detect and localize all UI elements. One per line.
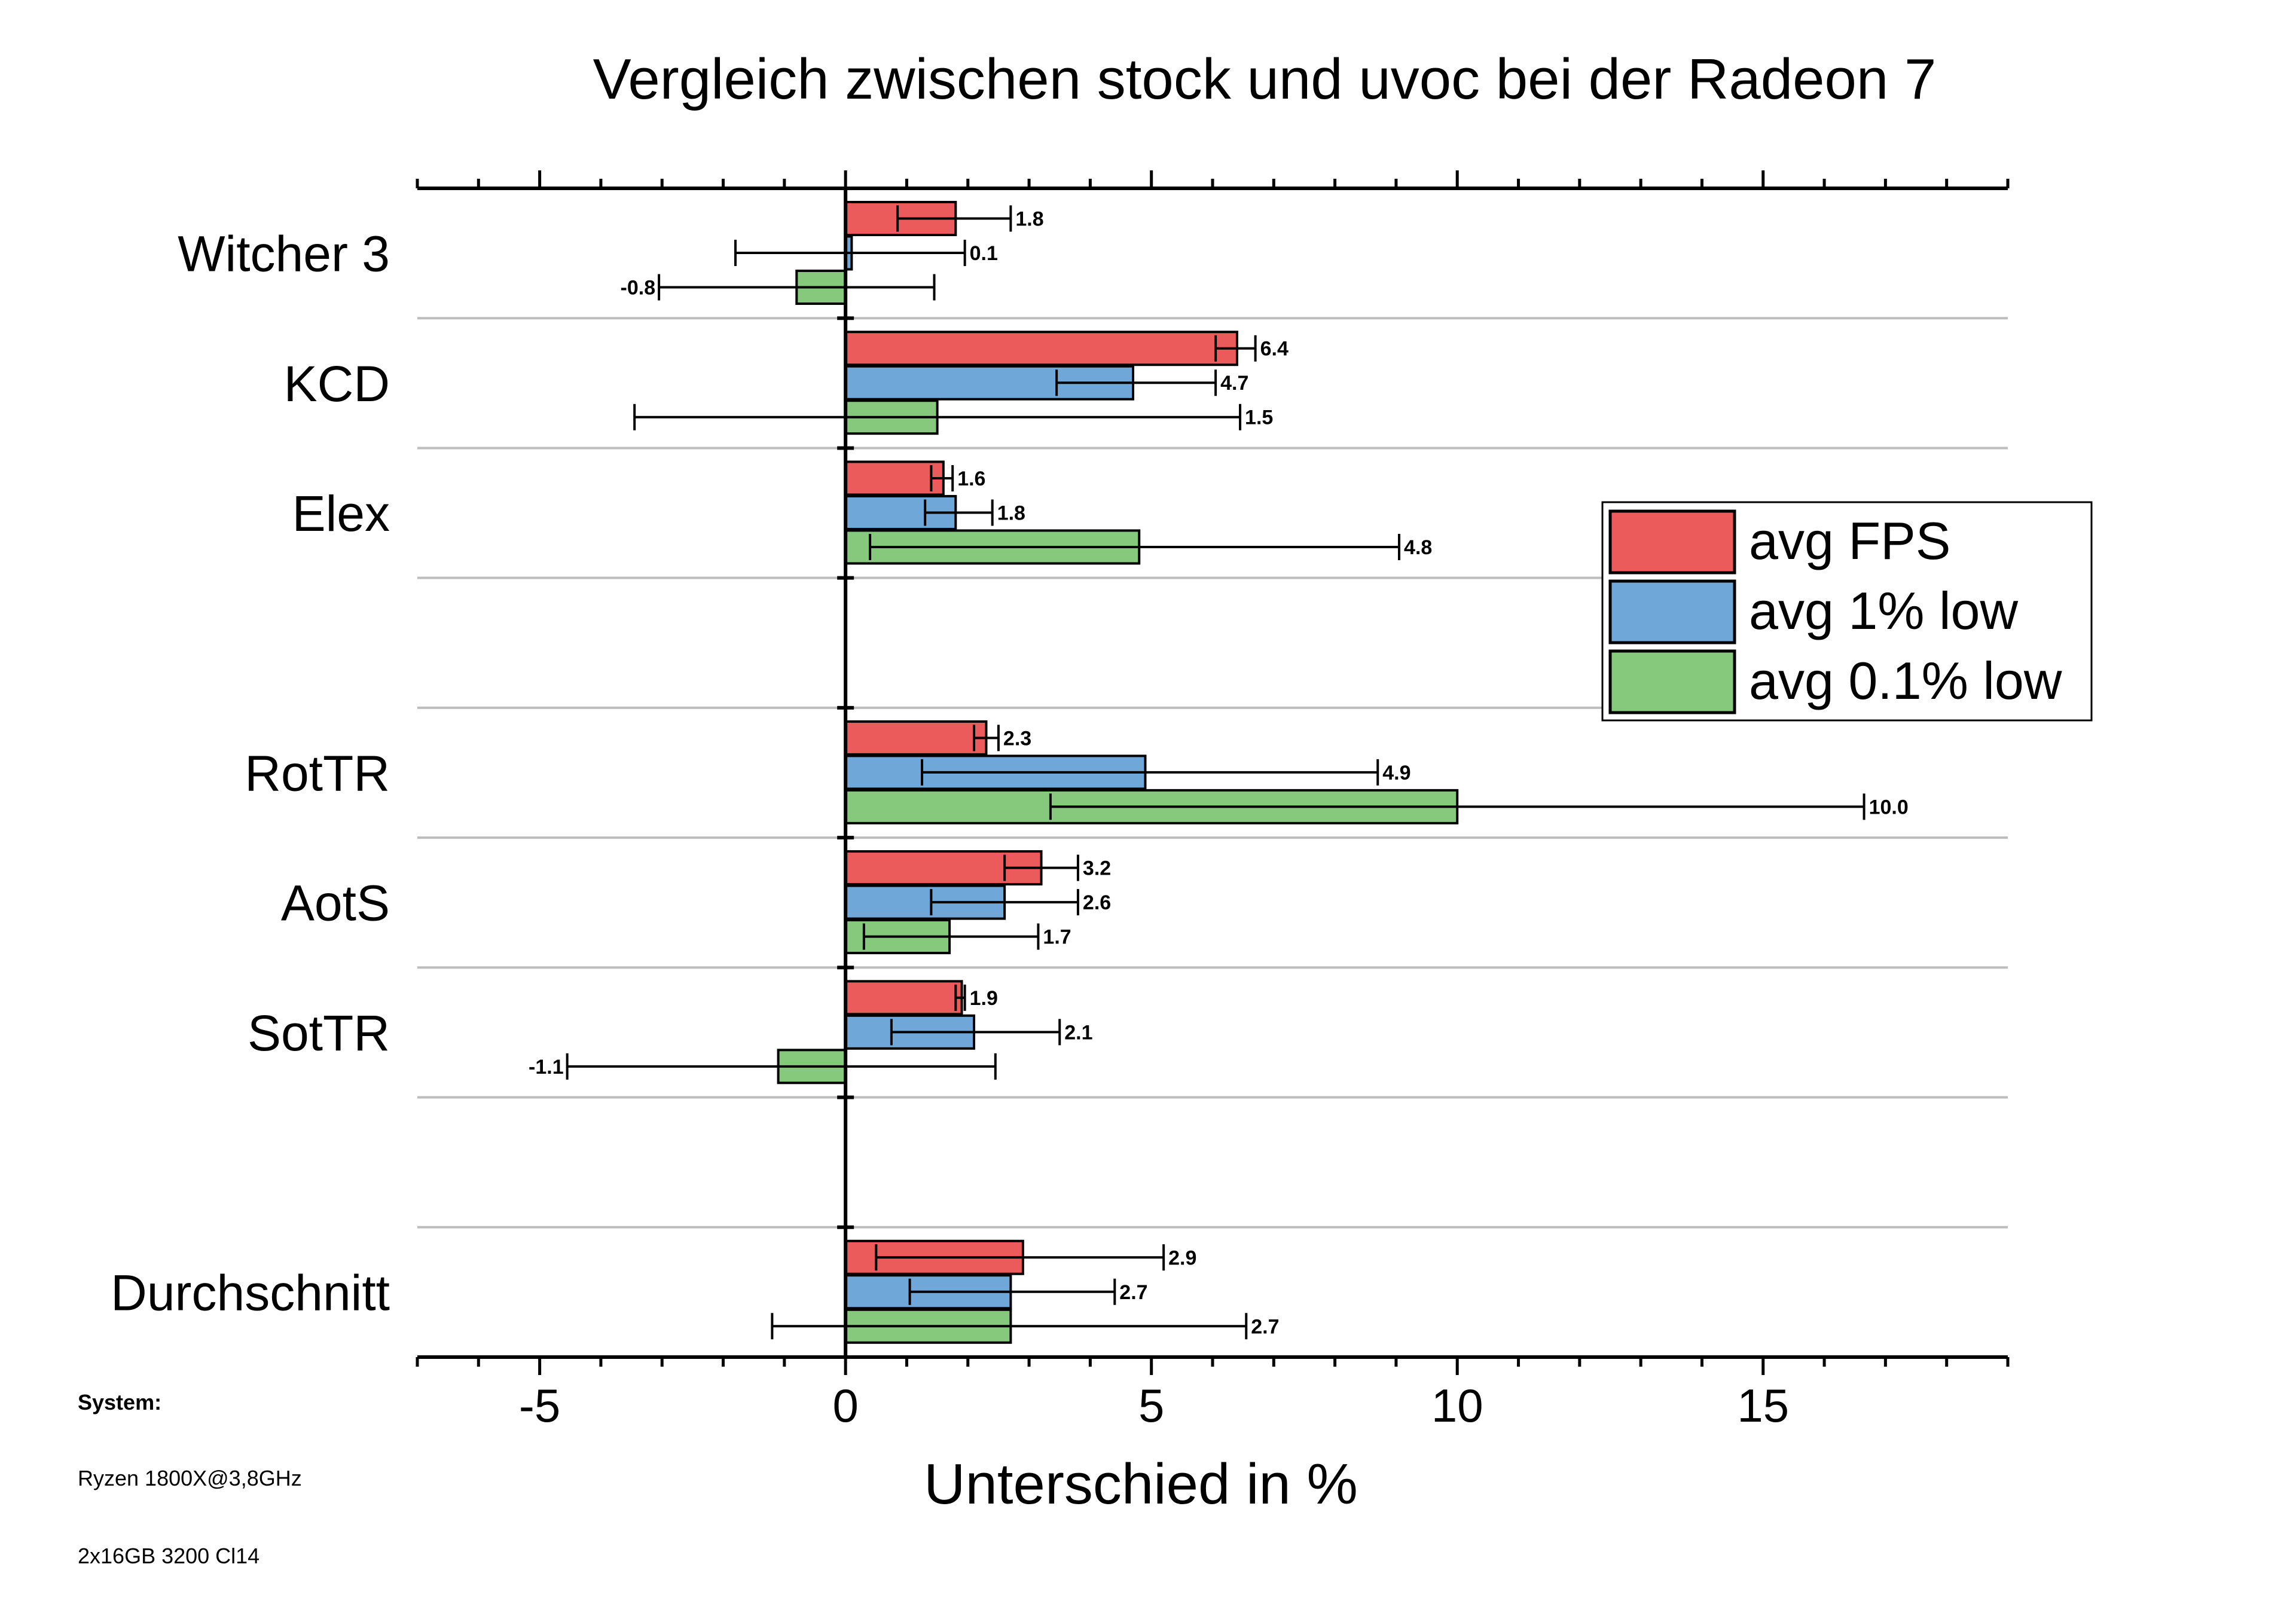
value-label: 1.8 — [1015, 208, 1043, 231]
value-label: 1.9 — [970, 987, 998, 1010]
x-tick-label: 15 — [1737, 1379, 1789, 1432]
bar — [844, 720, 988, 756]
value-label: 1.5 — [1245, 407, 1273, 429]
value-label: 2.1 — [1064, 1021, 1092, 1044]
legend-swatch — [1608, 649, 1736, 714]
category-label: Elex — [292, 485, 390, 542]
category-separators — [417, 317, 2008, 1229]
value-label: -1.1 — [529, 1056, 564, 1079]
bar — [844, 980, 963, 1016]
value-label: 2.3 — [1003, 727, 1031, 750]
category-label: Witcher 3 — [178, 226, 390, 282]
value-label: 2.9 — [1168, 1246, 1196, 1269]
value-label: 10.0 — [1869, 796, 1909, 818]
chart-title: Vergleich zwischen stock und uvoc bei de… — [593, 47, 1937, 111]
x-axis-label: Unterschied in % — [924, 1452, 1358, 1516]
x-tick-label: 0 — [832, 1379, 858, 1432]
system-title: System: — [78, 1390, 162, 1414]
value-label: 3.2 — [1083, 857, 1111, 880]
value-label: 4.8 — [1404, 536, 1432, 559]
value-label: 4.7 — [1220, 372, 1248, 395]
category-labels: Witcher 3 KCD Elex RotTR AotS SotTR Durchschni… — [111, 226, 390, 1321]
system-ram: 2x16GB 3200 Cl14 — [78, 1544, 260, 1568]
legend-swatch — [1608, 579, 1736, 644]
value-label: -0.8 — [621, 277, 656, 300]
system-cpu: Ryzen 1800X@3,8GHz — [78, 1466, 302, 1490]
legend-label: avg 1% low — [1749, 581, 2018, 640]
value-label: 0.1 — [970, 242, 998, 265]
legend-swatch — [1608, 509, 1736, 575]
value-label: 6.4 — [1260, 338, 1289, 360]
legend: avg FPS avg 1% low avg 0.1% low — [1601, 501, 2093, 722]
category-label: RotTR — [245, 746, 390, 802]
value-label: 1.7 — [1043, 926, 1071, 949]
value-label: 1.8 — [997, 502, 1025, 524]
value-label: 2.7 — [1119, 1281, 1147, 1304]
value-labels: 1.8 6.4 1.6 2.3 3.2 1.9 2.9 0.1 4.7 1.8 4.9 2.6 2.1 2… — [529, 208, 1909, 1339]
x-tick-label: 10 — [1431, 1379, 1483, 1432]
legend-label: avg FPS — [1749, 511, 1950, 570]
legend-label: avg 0.1% low — [1749, 651, 2062, 710]
value-label: 2.6 — [1083, 891, 1111, 914]
bar — [844, 460, 945, 496]
value-label: 4.9 — [1382, 762, 1410, 784]
x-tick-label: 5 — [1138, 1379, 1164, 1432]
category-label: AotS — [281, 875, 390, 931]
category-label: Durchschnitt — [111, 1264, 390, 1321]
category-label: KCD — [284, 356, 390, 412]
bar — [844, 331, 1238, 366]
category-label: SotTR — [248, 1005, 390, 1061]
value-label: 1.6 — [957, 468, 985, 490]
value-label: 2.7 — [1251, 1315, 1279, 1338]
error-bars — [566, 205, 1866, 1340]
x-tick-label: -5 — [519, 1379, 560, 1432]
axes: -5 0 5 10 15 — [416, 170, 2010, 1432]
